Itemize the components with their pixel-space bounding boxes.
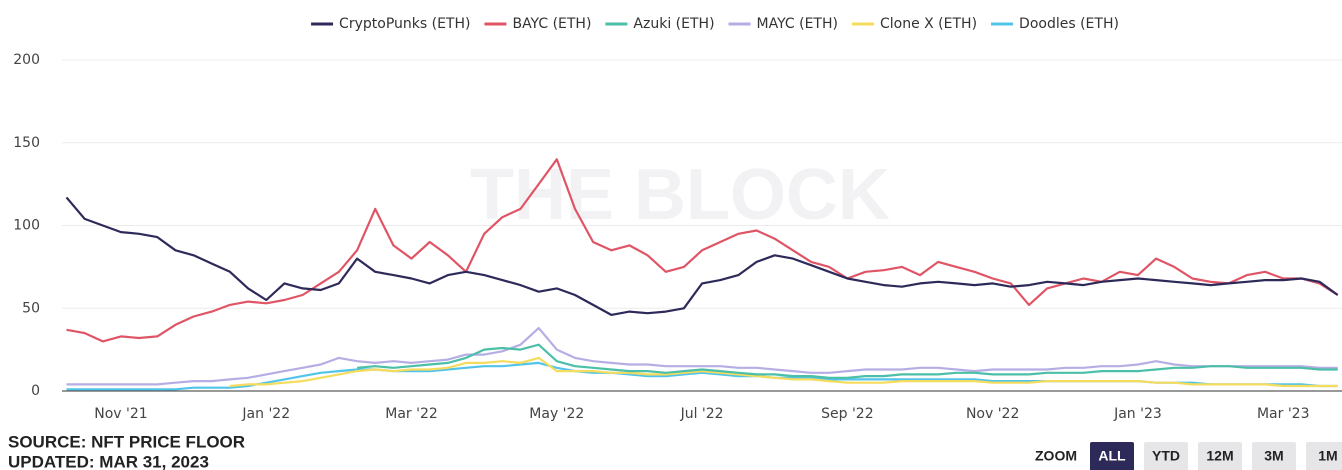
legend: CryptoPunks (ETH) BAYC (ETH) Azuki (ETH) MA… [311, 16, 1119, 32]
zoom-button-bg [1198, 442, 1242, 470]
zoom-button[interactable]: ALL [1090, 442, 1134, 470]
x-tick-label: May '22 [529, 406, 584, 422]
zoom-button-bg [1144, 442, 1188, 470]
y-tick-label: 100 [13, 218, 40, 234]
zoom-button-bg [1090, 442, 1134, 470]
legend-label: BAYC (ETH) [512, 16, 591, 32]
updated: UPDATED: MAR 31, 2023 [8, 452, 209, 470]
y-tick-label: 150 [13, 135, 40, 151]
legend-label: Azuki (ETH) [633, 16, 714, 32]
zoom-button-label: 3M [1264, 448, 1283, 464]
x-tick-label: Jan '22 [241, 406, 290, 422]
zoom-label: ZOOM [1035, 448, 1077, 464]
legend-label: Clone X (ETH) [880, 16, 977, 32]
zoom-button-bg [1252, 442, 1296, 470]
source: SOURCE: NFT PRICE FLOOR [8, 432, 245, 451]
zoom-button[interactable]: 3M [1252, 442, 1296, 470]
zoom-button[interactable]: 12M [1198, 442, 1242, 470]
x-tick-label: Sep '22 [821, 406, 874, 422]
legend-label: CryptoPunks (ETH) [339, 16, 470, 32]
zoom-button-label: YTD [1152, 448, 1180, 464]
x-tick-label: Nov '22 [966, 406, 1019, 422]
zoom-button-label: ALL [1098, 448, 1126, 464]
zoom-button[interactable]: YTD [1144, 442, 1188, 470]
x-tick-label: Jul '22 [680, 406, 724, 422]
series-line [66, 327, 1338, 386]
legend-label: MAYC (ETH) [757, 16, 838, 32]
zoom-button-bg [1306, 442, 1342, 470]
zoom-button-label: 12M [1206, 448, 1233, 464]
series-line [65, 196, 1339, 316]
y-tick-label: 50 [22, 300, 40, 316]
watermark: THE BLOCK [470, 155, 890, 235]
zoom-button[interactable]: 1M [1306, 442, 1342, 470]
y-tick-label: 200 [13, 52, 40, 68]
series-line [357, 343, 1338, 379]
x-tick-label: Nov '21 [94, 406, 147, 422]
zoom-button-label: 1M [1318, 448, 1337, 464]
legend-label: Doodles (ETH) [1019, 16, 1119, 32]
y-tick-label: 0 [31, 383, 40, 399]
series-line [229, 356, 1338, 388]
x-tick-label: Jan '23 [1113, 406, 1162, 422]
x-tick-label: Mar '22 [385, 406, 438, 422]
series-line [66, 158, 1339, 343]
x-tick-label: Mar '23 [1257, 406, 1310, 422]
